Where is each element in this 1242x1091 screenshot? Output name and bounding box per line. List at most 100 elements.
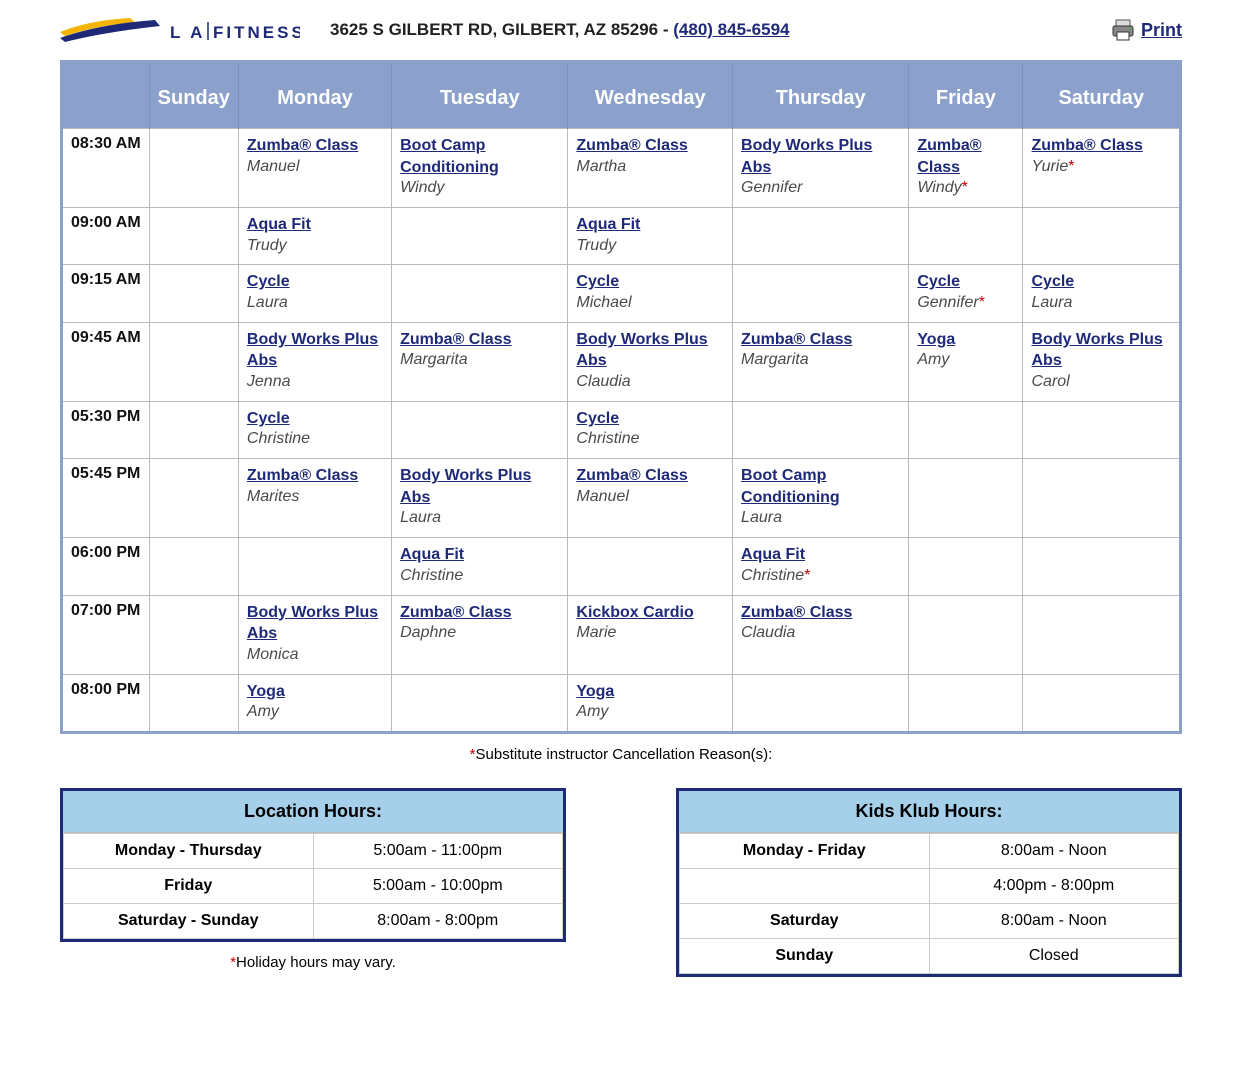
instructor-name: Laura — [247, 294, 288, 311]
substitute-star-icon: * — [962, 179, 968, 196]
class-link[interactable]: Body Works Plus Abs — [400, 465, 559, 508]
class-link[interactable]: Yoga — [576, 681, 724, 703]
class-cell: CycleLaura — [238, 265, 391, 322]
class-link[interactable]: Body Works Plus Abs — [247, 329, 383, 372]
class-link[interactable]: Boot Camp Conditioning — [741, 465, 900, 508]
class-cell — [149, 674, 238, 732]
class-cell: CycleChristine — [238, 401, 391, 458]
class-link[interactable]: Body Works Plus Abs — [1031, 329, 1171, 372]
class-link[interactable]: Cycle — [576, 408, 724, 430]
class-link[interactable]: Aqua Fit — [576, 214, 724, 236]
class-cell: CycleChristine — [568, 401, 733, 458]
instructor-name: Margarita — [400, 351, 468, 368]
kids-klub-hours-table: Monday - Friday8:00am - Noon4:00pm - 8:0… — [679, 833, 1179, 974]
time-cell: 05:30 PM — [62, 401, 150, 458]
class-link[interactable]: Cycle — [1031, 271, 1171, 293]
class-link[interactable]: Yoga — [917, 329, 1014, 351]
class-link[interactable]: Zumba® Class — [247, 135, 383, 157]
class-link[interactable]: Zumba® Class — [576, 135, 724, 157]
class-cell — [1023, 538, 1181, 595]
class-cell — [149, 265, 238, 322]
instructor-name: Claudia — [741, 624, 795, 641]
day-header: Friday — [909, 62, 1023, 129]
class-cell — [149, 129, 238, 208]
instructor-name: Gennifer — [741, 179, 802, 196]
schedule-row: 09:15 AMCycleLauraCycleMichaelCycleGenni… — [62, 265, 1181, 322]
time-cell: 09:15 AM — [62, 265, 150, 322]
class-cell: YogaAmy — [909, 322, 1023, 401]
class-link[interactable]: Body Works Plus Abs — [576, 329, 724, 372]
class-link[interactable]: Aqua Fit — [247, 214, 383, 236]
time-cell: 06:00 PM — [62, 538, 150, 595]
kids-klub-hours-box: Kids Klub Hours: Monday - Friday8:00am -… — [676, 788, 1182, 977]
class-link[interactable]: Zumba® Class — [400, 602, 559, 624]
schedule-row: 07:00 PMBody Works Plus AbsMonicaZumba® … — [62, 595, 1181, 674]
hours-row: Friday5:00am - 10:00pm — [64, 868, 563, 903]
class-cell — [568, 538, 733, 595]
logo: L A FITNESS — [60, 10, 300, 50]
class-link[interactable]: Aqua Fit — [741, 544, 900, 566]
hours-row: Saturday8:00am - Noon — [680, 903, 1179, 938]
class-link[interactable]: Zumba® Class — [400, 329, 559, 351]
class-cell — [149, 401, 238, 458]
time-cell: 05:45 PM — [62, 459, 150, 538]
class-cell: YogaAmy — [568, 674, 733, 732]
class-link[interactable]: Boot Camp Conditioning — [400, 135, 559, 178]
class-link[interactable]: Zumba® Class — [576, 465, 724, 487]
class-cell — [733, 401, 909, 458]
instructor-name: Christine — [247, 430, 310, 447]
day-header: Tuesday — [392, 62, 568, 129]
class-cell — [733, 207, 909, 264]
phone-link[interactable]: (480) 845-6594 — [673, 20, 789, 39]
address-text: 3625 S GILBERT RD, GILBERT, AZ 85296 - — [330, 20, 673, 39]
class-cell: Kickbox CardioMarie — [568, 595, 733, 674]
class-cell: Zumba® ClassManuel — [568, 459, 733, 538]
class-link[interactable]: Cycle — [247, 408, 383, 430]
schedule-row: 08:00 PMYogaAmyYogaAmy — [62, 674, 1181, 732]
instructor-name: Laura — [400, 509, 441, 526]
substitute-star-icon: * — [1068, 158, 1074, 175]
schedule-row: 08:30 AMZumba® ClassManuelBoot Camp Cond… — [62, 129, 1181, 208]
class-link[interactable]: Cycle — [576, 271, 724, 293]
schedule-row: 09:45 AMBody Works Plus AbsJennaZumba® C… — [62, 322, 1181, 401]
class-cell — [149, 207, 238, 264]
class-cell — [149, 322, 238, 401]
hours-row: 4:00pm - 8:00pm — [680, 868, 1179, 903]
print-link[interactable]: Print — [1141, 20, 1182, 41]
class-cell: Zumba® ClassMargarita — [392, 322, 568, 401]
class-link[interactable]: Body Works Plus Abs — [741, 135, 900, 178]
instructor-name: Christine — [576, 430, 639, 447]
class-link[interactable]: Cycle — [917, 271, 1014, 293]
instructor-name: Laura — [741, 509, 782, 526]
instructor-name: Carol — [1031, 373, 1069, 390]
class-link[interactable]: Zumba® Class — [741, 602, 900, 624]
schedule-row: 09:00 AMAqua FitTrudyAqua FitTrudy — [62, 207, 1181, 264]
instructor-name: Daphne — [400, 624, 456, 641]
class-link[interactable]: Aqua Fit — [400, 544, 559, 566]
class-cell — [392, 207, 568, 264]
day-header: Thursday — [733, 62, 909, 129]
class-link[interactable]: Zumba® Class — [741, 329, 900, 351]
hours-value: 8:00am - Noon — [929, 833, 1179, 868]
class-link[interactable]: Kickbox Cardio — [576, 602, 724, 624]
corner-cell — [62, 62, 150, 129]
hours-label: Sunday — [680, 938, 930, 973]
class-cell: Aqua FitTrudy — [238, 207, 391, 264]
class-link[interactable]: Cycle — [247, 271, 383, 293]
instructor-name: Yurie* — [1031, 158, 1074, 175]
class-link[interactable]: Zumba® Class — [247, 465, 383, 487]
class-link[interactable]: Zumba® Class — [917, 135, 1014, 178]
class-cell: Zumba® ClassYurie* — [1023, 129, 1181, 208]
class-cell: Boot Camp ConditioningWindy — [392, 129, 568, 208]
hours-row: Location Hours: Monday - Thursday5:00am … — [60, 788, 1182, 977]
class-link[interactable]: Body Works Plus Abs — [247, 602, 383, 645]
instructor-name: Windy* — [917, 179, 968, 196]
class-link[interactable]: Zumba® Class — [1031, 135, 1171, 157]
class-cell — [392, 674, 568, 732]
print-button[interactable]: Print — [1110, 18, 1182, 42]
class-link[interactable]: Yoga — [247, 681, 383, 703]
class-cell: Zumba® ClassWindy* — [909, 129, 1023, 208]
hours-row: Saturday - Sunday8:00am - 8:00pm — [64, 903, 563, 938]
instructor-name: Monica — [247, 646, 299, 663]
class-cell — [909, 674, 1023, 732]
